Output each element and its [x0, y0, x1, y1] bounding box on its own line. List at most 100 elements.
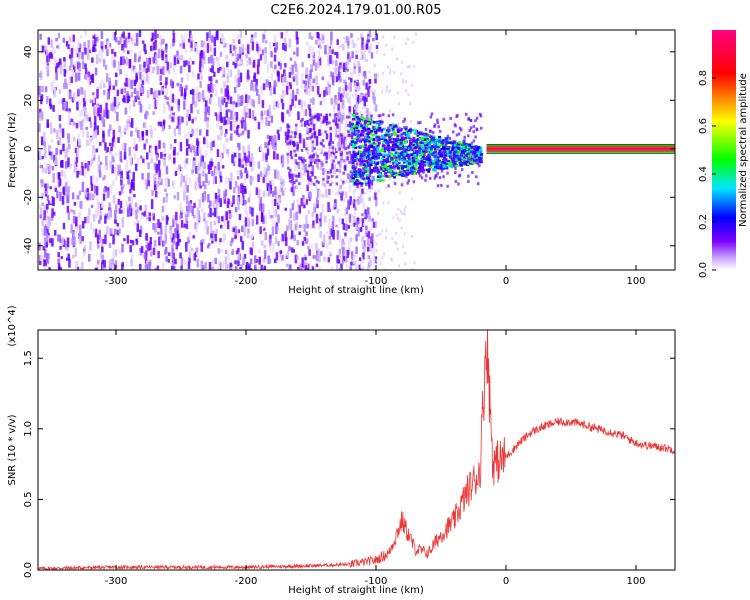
spectrogram-cell [227, 198, 230, 204]
spectrogram-cell [337, 142, 340, 149]
spectrogram-cell [351, 214, 354, 218]
spectrogram-cell [408, 167, 412, 170]
spectrogram-cell [200, 40, 204, 48]
spectrogram-cell [67, 144, 71, 150]
spectrogram-cell [172, 180, 175, 190]
spectrogram-cell [411, 166, 415, 170]
spectrogram-cell [424, 160, 428, 164]
spectrogram-cell [396, 128, 400, 132]
spectrogram-cell [137, 96, 140, 100]
spectrogram-cell [321, 194, 324, 198]
spectrogram-cell [438, 129, 442, 133]
spectrogram-cell [396, 134, 400, 138]
spectrogram-cell [365, 176, 369, 180]
spectrogram-cell [51, 208, 54, 218]
spectrogram-cell [347, 51, 350, 59]
spectrogram-cell [82, 251, 86, 257]
spectrogram-cell [53, 154, 56, 163]
spectrogram-cell [365, 161, 369, 165]
spectrogram-cell [84, 76, 88, 80]
spectrogram-cell [301, 62, 304, 68]
snr-ytick-label: 1.5 [23, 350, 34, 366]
spectrogram-cell [344, 94, 347, 98]
spectrogram-cell [467, 147, 471, 150]
spectrogram-cell [76, 147, 80, 157]
spectrogram-cell [206, 32, 209, 42]
spectrogram-cell [321, 181, 325, 187]
spectrogram-cell [128, 115, 131, 121]
spectrogram-cell [467, 179, 470, 183]
spectrogram-cell [475, 175, 478, 179]
spectrogram-cell [354, 224, 357, 228]
spectrogram-cell [323, 215, 327, 223]
spectrogram-cell [245, 59, 249, 67]
spectrogram-cell [305, 147, 308, 151]
spectrogram-cell [119, 36, 122, 45]
spectrogram-cell [311, 266, 315, 270]
spectrogram-cell [319, 101, 323, 106]
spectrogram-cell [325, 91, 329, 95]
spectrogram-cell [315, 112, 319, 121]
spectrogram-cell [57, 61, 60, 68]
spectrogram-cell [198, 145, 202, 154]
spectrogram-cell [46, 64, 49, 71]
spectrogram-cell [121, 186, 124, 190]
spectrogram-cell [290, 230, 294, 239]
spectrogram-cell [305, 199, 309, 205]
spectrogram-cell [210, 161, 214, 167]
spectrogram-cell [115, 72, 118, 78]
spectrogram-cell [103, 83, 106, 88]
spectrogram-cell [251, 110, 255, 120]
spectrogram-cell [380, 129, 384, 133]
spectrogram-cell [339, 252, 342, 256]
spectrogram-cell [338, 268, 342, 270]
spectrogram-cell [336, 191, 340, 195]
spectrogram-cell [403, 152, 407, 156]
spectrogram-cell [372, 127, 376, 130]
spectrogram-cell [406, 160, 410, 163]
spectrogram-cell [454, 160, 458, 163]
spectrogram-cell [319, 231, 322, 238]
spectrogram-cell [424, 132, 428, 136]
spectrogram-cell [369, 151, 373, 154]
spectrogram-cell [55, 63, 59, 69]
spectrogram-cell [382, 136, 386, 140]
spectrogram-cell [46, 252, 49, 263]
colorbar-tick-label: 0.0 [698, 262, 709, 278]
spectrogram-cell [127, 77, 131, 88]
spectrogram-cell [76, 40, 80, 51]
spectrogram-cell [462, 151, 466, 154]
spectrogram-cell [401, 167, 405, 170]
spectrogram-cell [274, 64, 277, 70]
spectrogram-cell [271, 199, 274, 209]
spectrogram-cell [205, 129, 209, 137]
spectrogram-cell [396, 158, 400, 161]
spectrogram-cell [423, 135, 427, 138]
spectrogram-cell [106, 225, 109, 235]
spectrogram-cell [366, 108, 369, 116]
spectrogram-cell [71, 254, 75, 259]
spectrogram-cell [212, 212, 215, 216]
spectrogram-cell [167, 258, 171, 263]
spectrogram-cell [353, 106, 356, 115]
spectrogram-cell [376, 144, 380, 147]
spectrogram-cell [224, 132, 227, 137]
spectrogram-cell [257, 161, 261, 169]
spectrogram-cell [392, 125, 396, 128]
spectrogram-cell [323, 169, 327, 173]
spectrogram-cell [175, 241, 179, 250]
spectrogram-cell [80, 161, 84, 169]
spectrogram-cell [222, 144, 226, 154]
spectrogram-cell [260, 240, 264, 246]
spectrogram-cell [172, 38, 175, 47]
spectrogram-cell [141, 212, 144, 216]
spectrogram-cell [392, 148, 396, 151]
spectrogram-cell [258, 256, 262, 263]
spectrogram-cell [339, 152, 343, 156]
spectrogram-cell [303, 100, 306, 108]
spectrogram-cell [187, 144, 191, 149]
spectrogram-cell [343, 166, 347, 170]
spectrogram-cell [420, 149, 424, 153]
spectrogram-cell [350, 129, 354, 132]
spectrogram-cell [38, 85, 41, 95]
